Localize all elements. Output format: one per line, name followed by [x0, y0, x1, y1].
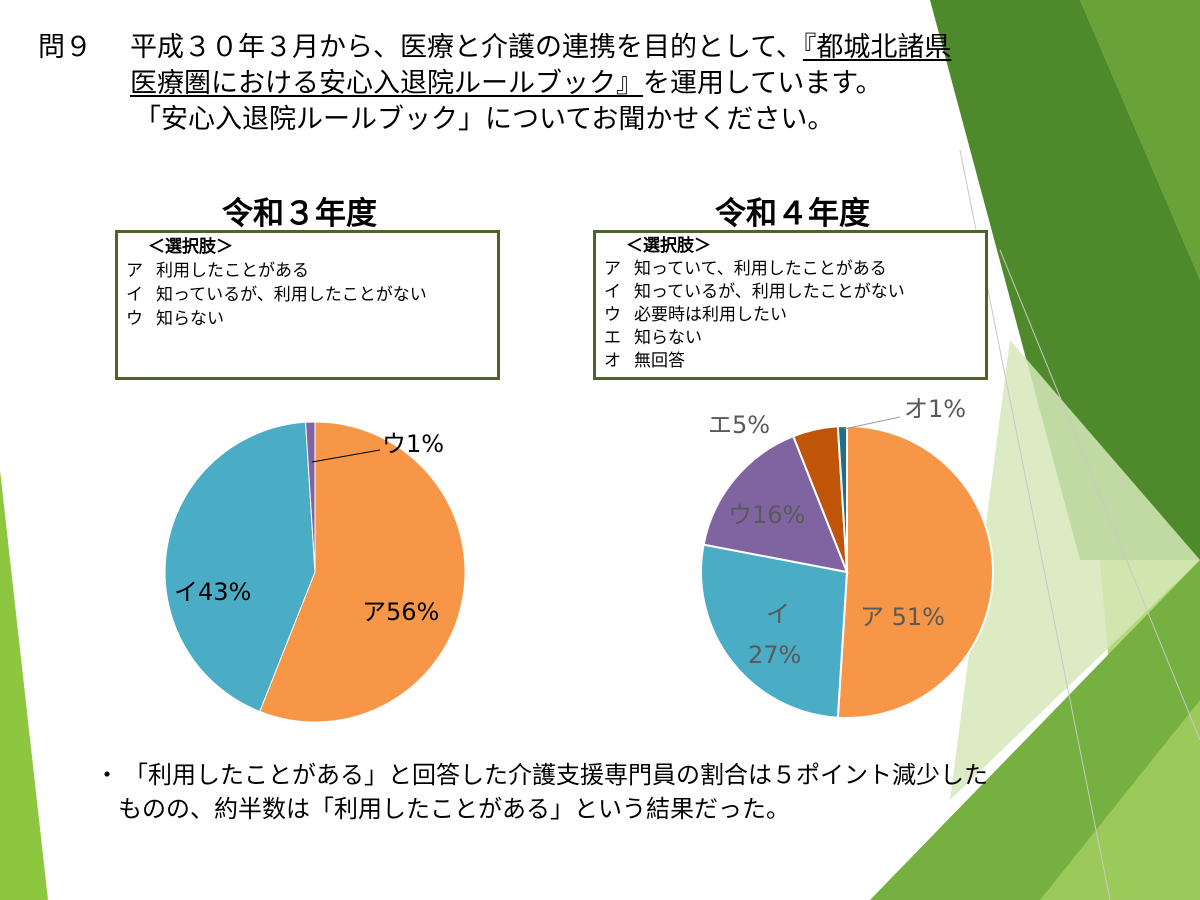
question-line-1: 平成３０年３月から、医療と介護の連携を目的として、『都城北諸県 [130, 30, 1080, 66]
chart2-slice-イ [700, 543, 849, 719]
chart2-legend: ＜選択肢＞ ア知っていて、利用したことがある イ知っているが、利用したことがない… [593, 230, 988, 380]
chart2-label-e: エ5% [708, 411, 770, 439]
chart2-title: 令和４年度 [715, 196, 870, 232]
chart2-legend-header: ＜選択肢＞ [626, 236, 711, 256]
chart1-slice-ウ [305, 421, 316, 573]
chart1-legend-header: ＜選択肢＞ [148, 237, 233, 257]
chart1-legend-text-a: 利用したことがある [156, 261, 309, 281]
note-line-2: ものの、約半数は「利用したことがある」という結果だった。 [118, 795, 790, 823]
chart2-label-i-key: イ [766, 600, 790, 628]
chart2-legend-item-a: ア知っていて、利用したことがある [604, 258, 977, 281]
chart2-legend-item-e: エ知らない [604, 327, 977, 350]
chart2-label-i-value: 27% [748, 641, 801, 669]
chart2-label-o: オ1% [904, 395, 966, 423]
diagonal-line-2 [999, 249, 1200, 741]
chart2-legend-item-i: イ知っているが、利用したことがない [604, 281, 977, 304]
chart1-title: 令和３年度 [222, 196, 377, 232]
chart2-pie: オ1% エ5% ウ16% イ 27% ア 51% [700, 395, 994, 719]
chart1-legend-text-i: 知っているが、利用したことがない [156, 285, 427, 305]
chart1-legend-text-u: 知らない [156, 309, 224, 329]
chart2-legend-key-u: ウ [604, 305, 621, 325]
chart2-legend-key-e: エ [604, 328, 621, 348]
chart1-legend-key-u: ウ [126, 309, 143, 329]
chart1-legend-key-a: ア [126, 261, 143, 281]
chart2-legend-text-i: 知っているが、利用したことがない [634, 282, 905, 302]
note-line-1-text: 「利用したことがある」と回答した介護支援専門員の割合は５ポイント減少した [124, 761, 988, 789]
bottom-green-light [1040, 700, 1200, 900]
right-pale-triangle [950, 340, 1200, 800]
chart1-label-i: イ43% [174, 578, 251, 606]
chart2-label-u: ウ16% [728, 501, 805, 529]
chart1-label-a: ア56% [362, 598, 439, 626]
chart2-legend-text-o: 無回答 [634, 351, 685, 371]
chart2-slice-オ [836, 424, 848, 573]
chart2-legend-item-u: ウ必要時は利用したい [604, 304, 977, 327]
note-line-1: ・「利用したことがある」と回答した介護支援専門員の割合は５ポイント減少した [90, 761, 988, 789]
chart1-legend-key-i: イ [126, 285, 143, 305]
question-line-3: 「安心入退院ルールブック」についてお聞かせください。 [134, 104, 835, 135]
chart2-legend-key-i: イ [604, 282, 621, 302]
question-number: 問９ [38, 32, 92, 63]
chart2-leader-line [843, 416, 901, 430]
chart1-legend: ＜選択肢＞ ア利用したことがある イ知っているが、利用したことがない ウ知らない [115, 230, 500, 380]
question-line-1-text: 平成３０年３月から、医療と介護の連携を目的として、 [130, 32, 803, 63]
chart1-label-u: ウ1% [382, 430, 444, 458]
chart2-slice-ウ [702, 434, 849, 574]
chart1-pie: ウ1% イ43% ア56% [164, 421, 466, 723]
chart1-legend-item-u: ウ知らない [126, 307, 489, 331]
chart2-legend-text-a: 知っていて、利用したことがある [634, 259, 887, 279]
left-green-wedge [0, 470, 48, 900]
chart2-legend-text-u: 必要時は利用したい [634, 305, 787, 325]
note-bullet: ・ [95, 761, 119, 789]
chart1-legend-item-i: イ知っているが、利用したことがない [126, 283, 489, 307]
summary-note: ・「利用したことがある」と回答した介護支援専門員の割合は５ポイント減少した もの… [90, 758, 1090, 826]
chart1-legend-item-a: ア利用したことがある [126, 259, 489, 283]
chart2-legend-key-a: ア [604, 259, 621, 279]
chart1-slice-イ [164, 421, 316, 713]
book-title-part-2: 医療圏における安心入退院ルールブック』 [130, 68, 643, 99]
question-line-2-text: を運用しています。 [643, 68, 883, 99]
question-text: 平成３０年３月から、医療と介護の連携を目的として、『都城北諸県 医療圏における安… [130, 30, 1080, 138]
chart1-slice-ア [259, 421, 466, 723]
chart1-leader-line [311, 449, 381, 463]
chart2-slice-ア [836, 424, 994, 719]
question-line-2: 医療圏における安心入退院ルールブック』を運用しています。 [130, 66, 1080, 102]
chart2-legend-text-e: 知らない [634, 328, 702, 348]
right-green-band-dark [930, 0, 1200, 560]
right-green-band-mid [1080, 0, 1200, 280]
chart2-label-a: ア 51% [860, 603, 945, 631]
chart2-legend-item-o: オ無回答 [604, 350, 977, 373]
book-title-part-1: 『都城北諸県 [802, 32, 952, 63]
chart2-legend-key-o: オ [604, 351, 621, 371]
